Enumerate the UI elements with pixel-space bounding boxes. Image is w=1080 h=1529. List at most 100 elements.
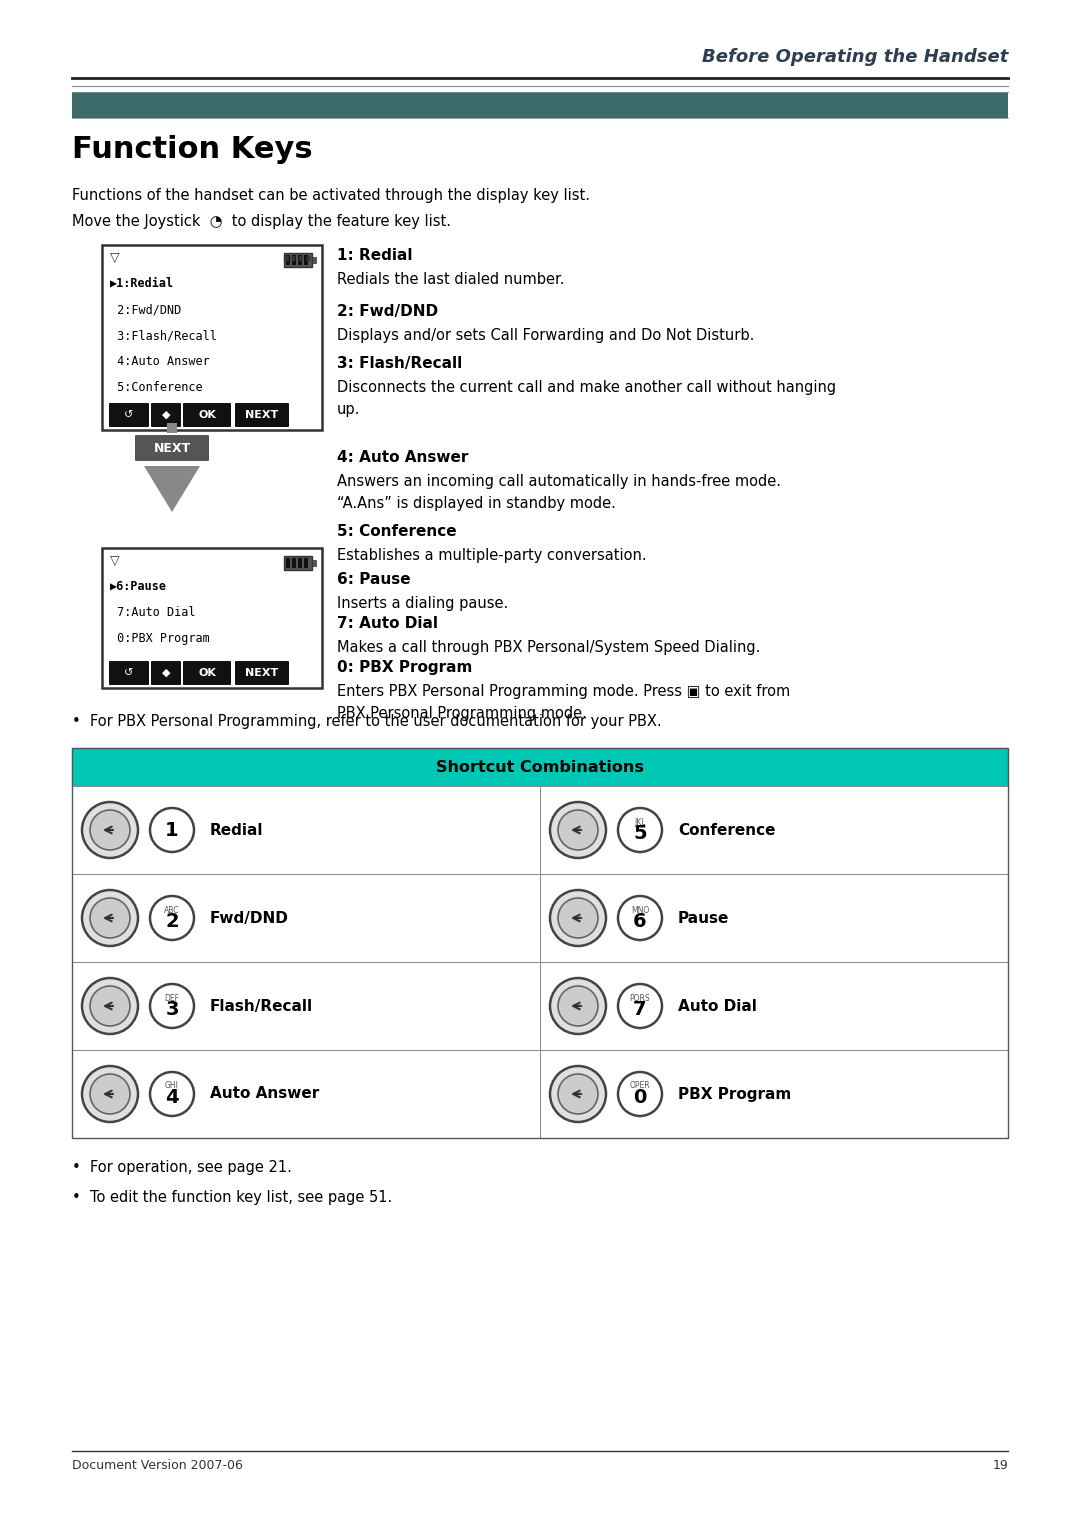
Text: 7: 7 — [633, 1000, 647, 1018]
FancyBboxPatch shape — [135, 434, 210, 462]
Circle shape — [82, 979, 138, 1034]
Bar — [298, 255, 302, 265]
Text: •  For PBX Personal Programming, refer to the user documentation for your PBX.: • For PBX Personal Programming, refer to… — [72, 714, 662, 729]
Text: OK: OK — [198, 410, 216, 420]
Text: Enters PBX Personal Programming mode. Press ▣ to exit from: Enters PBX Personal Programming mode. Pr… — [337, 683, 791, 699]
Bar — [72, 748, 1008, 786]
Circle shape — [150, 1072, 194, 1116]
Text: 0:PBX Program: 0:PBX Program — [110, 631, 210, 645]
Text: 0: 0 — [633, 1087, 647, 1107]
Text: 0: PBX Program: 0: PBX Program — [337, 661, 472, 674]
Text: Displays and/or sets Call Forwarding and Do Not Disturb.: Displays and/or sets Call Forwarding and… — [337, 329, 754, 342]
Polygon shape — [144, 466, 200, 512]
Text: 19: 19 — [993, 1459, 1008, 1472]
Text: PQRS: PQRS — [630, 994, 650, 1003]
Text: NEXT: NEXT — [245, 410, 279, 420]
Text: Inserts a dialing pause.: Inserts a dialing pause. — [337, 596, 509, 612]
Text: 5: Conference: 5: Conference — [337, 524, 457, 540]
Circle shape — [150, 896, 194, 940]
Bar — [312, 257, 316, 263]
Text: 7: Auto Dial: 7: Auto Dial — [337, 616, 438, 631]
Circle shape — [90, 1073, 130, 1115]
Text: Function Keys: Function Keys — [72, 135, 312, 164]
Circle shape — [90, 986, 130, 1026]
FancyBboxPatch shape — [109, 661, 149, 685]
Text: Functions of the handset can be activated through the display key list.: Functions of the handset can be activate… — [72, 188, 590, 203]
Text: up.: up. — [337, 402, 361, 417]
Circle shape — [550, 1066, 606, 1122]
Text: ABC: ABC — [164, 905, 179, 914]
Text: GHI: GHI — [165, 1081, 179, 1090]
Bar — [286, 255, 291, 265]
FancyBboxPatch shape — [151, 661, 181, 685]
Bar — [284, 252, 312, 268]
Bar — [286, 558, 291, 567]
FancyBboxPatch shape — [183, 404, 231, 427]
Text: 1: Redial: 1: Redial — [337, 248, 413, 263]
Text: 7:Auto Dial: 7:Auto Dial — [110, 605, 195, 619]
Text: ◆: ◆ — [162, 668, 171, 677]
Text: “A.Ans” is displayed in standby mode.: “A.Ans” is displayed in standby mode. — [337, 495, 616, 511]
Circle shape — [618, 896, 662, 940]
Bar — [540, 1050, 1008, 1138]
Circle shape — [558, 986, 598, 1026]
Text: 6: 6 — [633, 911, 647, 931]
Text: OPER: OPER — [630, 1081, 650, 1090]
Text: PBX Personal Programming mode.: PBX Personal Programming mode. — [337, 706, 586, 722]
Bar — [72, 748, 1008, 1138]
Text: Fwd/DND: Fwd/DND — [210, 910, 288, 925]
Text: PBX Program: PBX Program — [678, 1087, 792, 1101]
Circle shape — [558, 810, 598, 850]
Text: Establishes a multiple-party conversation.: Establishes a multiple-party conversatio… — [337, 547, 647, 563]
Circle shape — [558, 1073, 598, 1115]
Text: 4: Auto Answer: 4: Auto Answer — [337, 450, 469, 465]
Text: Redial: Redial — [210, 823, 264, 838]
Text: DEF: DEF — [164, 994, 179, 1003]
Bar — [72, 786, 540, 875]
Text: Flash/Recall: Flash/Recall — [210, 998, 313, 1014]
Text: ◆: ◆ — [162, 410, 171, 420]
Text: Before Operating the Handset: Before Operating the Handset — [702, 47, 1008, 66]
Text: Disconnects the current call and make another call without hanging: Disconnects the current call and make an… — [337, 381, 836, 394]
Circle shape — [82, 890, 138, 946]
Text: •  To edit the function key list, see page 51.: • To edit the function key list, see pag… — [72, 1190, 392, 1205]
Text: •  For operation, see page 21.: • For operation, see page 21. — [72, 1161, 292, 1174]
Text: ▶1:Redial: ▶1:Redial — [110, 277, 174, 291]
Bar — [72, 1050, 540, 1138]
Text: 4:Auto Answer: 4:Auto Answer — [110, 355, 210, 368]
Text: OK: OK — [198, 668, 216, 677]
Text: ▖▖▖▖: ▖▖▖▖ — [284, 251, 314, 261]
Text: 6: Pause: 6: Pause — [337, 572, 410, 587]
FancyBboxPatch shape — [151, 404, 181, 427]
Bar — [72, 962, 540, 1050]
Circle shape — [618, 807, 662, 852]
Text: 4: 4 — [165, 1087, 179, 1107]
Text: 1: 1 — [165, 821, 179, 839]
Circle shape — [550, 979, 606, 1034]
Text: 2: Fwd/DND: 2: Fwd/DND — [337, 304, 438, 320]
Circle shape — [82, 1066, 138, 1122]
Bar — [292, 255, 296, 265]
Text: ▽: ▽ — [110, 553, 120, 567]
Text: JKL: JKL — [634, 818, 646, 827]
Circle shape — [150, 985, 194, 1027]
Text: 3:Flash/Recall: 3:Flash/Recall — [110, 329, 217, 342]
Bar — [284, 557, 312, 570]
Text: NEXT: NEXT — [245, 668, 279, 677]
Text: Answers an incoming call automatically in hands-free mode.: Answers an incoming call automatically i… — [337, 474, 781, 489]
Text: 5: 5 — [633, 824, 647, 842]
Bar — [167, 424, 177, 433]
Bar — [102, 245, 322, 430]
Text: Auto Dial: Auto Dial — [678, 998, 757, 1014]
Text: Conference: Conference — [678, 823, 775, 838]
Text: 2:Fwd/DND: 2:Fwd/DND — [110, 303, 181, 317]
Bar — [303, 558, 308, 567]
Bar — [102, 547, 322, 688]
Bar — [72, 92, 1008, 118]
FancyBboxPatch shape — [235, 661, 289, 685]
Text: ↺: ↺ — [124, 668, 134, 677]
Text: Auto Answer: Auto Answer — [210, 1087, 320, 1101]
Circle shape — [550, 890, 606, 946]
Bar — [540, 875, 1008, 962]
Text: 2: 2 — [165, 911, 179, 931]
